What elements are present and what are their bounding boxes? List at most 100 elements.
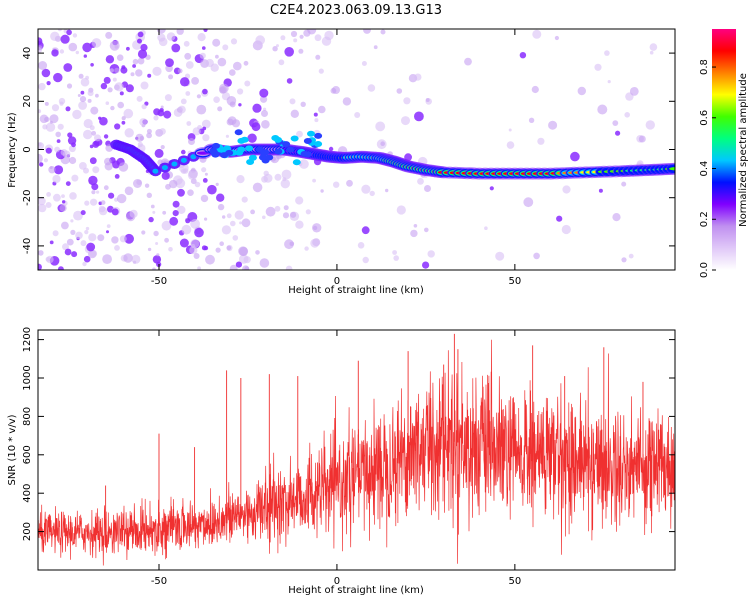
- noise-blob: [164, 94, 172, 102]
- noise-blob: [177, 188, 185, 197]
- signal-blob: [235, 149, 244, 156]
- noise-blob: [207, 184, 217, 195]
- noise-blob: [289, 241, 295, 247]
- noise-blob: [280, 179, 290, 189]
- noise-blob: [229, 264, 238, 270]
- noise-blob: [54, 146, 60, 153]
- colorbar-gradient: [712, 29, 736, 270]
- noise-blob: [153, 230, 159, 237]
- y-tick-label: -40: [22, 238, 33, 254]
- noise-blob: [183, 40, 190, 47]
- noise-blob: [156, 253, 160, 257]
- noise-blob: [119, 235, 127, 243]
- noise-blob: [213, 96, 220, 103]
- signal-blob: [246, 158, 255, 165]
- noise-blob: [244, 266, 250, 270]
- noise-blob: [290, 211, 297, 218]
- noise-blob: [235, 261, 242, 268]
- signal-core: [171, 161, 178, 167]
- noise-blob: [299, 34, 304, 39]
- noise-blob: [90, 198, 98, 206]
- noise-blob: [261, 110, 268, 117]
- noise-blob: [137, 141, 143, 148]
- noise-blob: [64, 248, 72, 256]
- noise-blob: [78, 101, 87, 110]
- noise-blob: [219, 83, 229, 94]
- noise-blob: [88, 233, 97, 242]
- noise-blob: [63, 63, 73, 72]
- noise-blob: [114, 245, 120, 251]
- noise-blob: [621, 181, 627, 187]
- noise-blob: [141, 230, 146, 235]
- noise-blob: [313, 112, 318, 117]
- noise-blob: [67, 132, 73, 138]
- noise-blob: [86, 242, 96, 252]
- noise-blob: [117, 193, 127, 204]
- noise-blob: [396, 205, 406, 215]
- noise-blob: [103, 134, 109, 139]
- noise-blob: [61, 194, 65, 199]
- noise-blob: [232, 235, 239, 241]
- noise-blob: [252, 182, 263, 193]
- noise-blob: [172, 210, 179, 217]
- noise-blob: [80, 240, 87, 247]
- signal-blob: [300, 150, 309, 157]
- noise-blob: [205, 58, 214, 68]
- noise-blob: [422, 261, 430, 269]
- noise-blob: [296, 130, 303, 138]
- noise-blob: [152, 210, 156, 214]
- noise-blob: [519, 52, 527, 59]
- noise-blob: [425, 98, 430, 102]
- noise-blob: [244, 80, 251, 87]
- signal-blob: [303, 138, 312, 145]
- figure-title: C2E4.2023.063.09.13.G13: [270, 3, 442, 18]
- noise-blob: [594, 63, 602, 71]
- noise-blob: [45, 147, 52, 154]
- noise-blob: [238, 103, 242, 107]
- noise-blob: [226, 96, 237, 106]
- signal-core: [152, 168, 159, 174]
- noise-blob: [104, 157, 112, 166]
- noise-blob: [124, 233, 134, 244]
- noise-blob: [69, 192, 77, 200]
- signal-blob: [209, 148, 218, 155]
- snr-ticks: -50 0 50 200 400 600 800 1000 1200: [22, 327, 675, 587]
- noise-blob: [133, 179, 142, 188]
- noise-blob: [621, 257, 627, 263]
- noise-blob: [132, 64, 137, 68]
- noise-blob: [169, 179, 178, 189]
- noise-blob: [197, 33, 206, 42]
- noise-blob: [83, 118, 93, 129]
- noise-blob: [299, 159, 309, 169]
- noise-blob: [114, 67, 120, 74]
- noise-blob: [50, 31, 60, 41]
- noise-blob: [92, 166, 100, 174]
- noise-blob: [203, 29, 208, 32]
- noise-blob: [90, 63, 94, 67]
- noise-blob: [171, 43, 181, 53]
- noise-blob: [649, 43, 658, 51]
- noise-blob: [103, 185, 109, 191]
- noise-blob: [112, 77, 117, 82]
- noise-blob: [164, 237, 170, 243]
- noise-blob: [197, 266, 201, 270]
- noise-blob: [295, 196, 304, 205]
- noise-blob: [66, 238, 74, 246]
- noise-blob: [38, 196, 46, 206]
- noise-blob: [561, 224, 571, 235]
- noise-blob: [278, 59, 285, 66]
- noise-blob: [46, 255, 54, 264]
- noise-blob: [231, 119, 241, 128]
- noise-blob: [38, 61, 48, 70]
- noise-blob: [598, 188, 603, 193]
- noise-blob: [222, 44, 229, 51]
- noise-blob: [380, 29, 386, 35]
- noise-blob: [136, 95, 143, 102]
- x-tick-label: 0: [334, 576, 340, 587]
- noise-blob: [185, 61, 194, 69]
- noise-blob: [523, 197, 534, 208]
- noise-blob: [385, 188, 389, 193]
- noise-blob: [83, 255, 91, 263]
- noise-blob: [57, 29, 62, 32]
- noise-blob: [286, 78, 293, 84]
